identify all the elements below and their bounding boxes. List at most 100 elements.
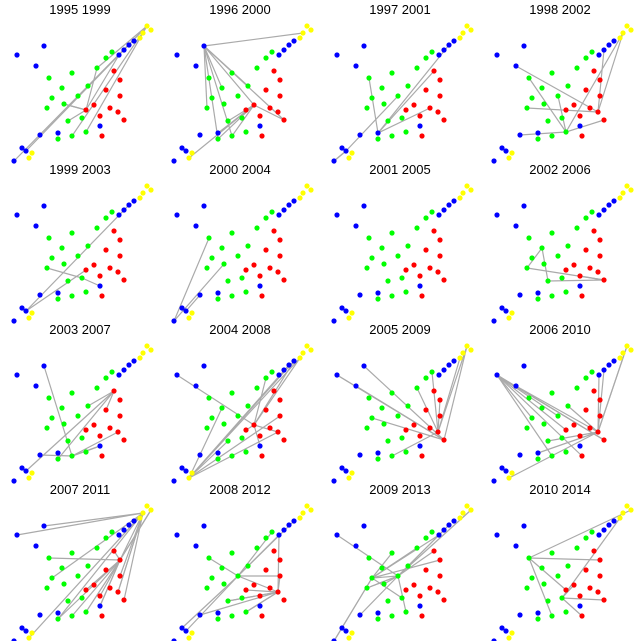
node xyxy=(541,261,547,267)
node xyxy=(529,255,535,261)
node xyxy=(103,55,109,61)
edge xyxy=(526,267,605,281)
node xyxy=(103,567,109,573)
node xyxy=(140,350,146,356)
node xyxy=(215,450,221,456)
node xyxy=(494,212,500,218)
node xyxy=(276,212,282,218)
node xyxy=(94,225,100,231)
edge xyxy=(203,45,219,140)
node xyxy=(117,237,123,243)
node xyxy=(243,289,249,295)
panel: 2005 2009 xyxy=(331,322,474,484)
node xyxy=(179,465,185,471)
node xyxy=(460,190,466,196)
node xyxy=(451,358,457,364)
node xyxy=(271,548,277,554)
node xyxy=(116,52,122,58)
node xyxy=(103,215,109,221)
node xyxy=(611,358,617,364)
node xyxy=(601,367,607,373)
node xyxy=(14,212,20,218)
node xyxy=(55,136,61,142)
node xyxy=(55,296,61,302)
node xyxy=(55,130,61,136)
node xyxy=(267,265,273,271)
node xyxy=(597,397,603,403)
node xyxy=(539,405,545,411)
node xyxy=(579,293,585,299)
node xyxy=(375,456,381,462)
node xyxy=(441,207,447,213)
node xyxy=(591,68,597,74)
node xyxy=(379,245,385,251)
node xyxy=(65,438,71,444)
node xyxy=(19,625,25,631)
node xyxy=(304,503,310,509)
node xyxy=(521,43,527,49)
node xyxy=(364,105,370,111)
node xyxy=(269,49,275,55)
node xyxy=(403,427,409,433)
node xyxy=(308,347,314,353)
node xyxy=(559,115,565,121)
edge xyxy=(557,95,567,133)
node xyxy=(601,527,607,533)
node xyxy=(29,630,35,636)
panel-title: 2007 2011 xyxy=(50,482,111,497)
node xyxy=(364,265,370,271)
node xyxy=(617,515,623,521)
node xyxy=(33,543,39,549)
node xyxy=(545,438,551,444)
node xyxy=(375,290,381,296)
node xyxy=(97,603,103,609)
node xyxy=(257,603,263,609)
node xyxy=(179,625,185,631)
node xyxy=(563,107,569,113)
node xyxy=(571,582,577,588)
node xyxy=(99,293,105,299)
node xyxy=(46,555,52,561)
node xyxy=(427,585,433,591)
node xyxy=(403,609,409,615)
node xyxy=(91,422,97,428)
node xyxy=(526,395,532,401)
edge xyxy=(81,277,101,287)
node xyxy=(286,522,292,528)
node xyxy=(245,403,251,409)
node xyxy=(269,369,275,375)
node xyxy=(65,118,71,124)
edge xyxy=(597,32,624,113)
node xyxy=(55,616,61,622)
node xyxy=(375,450,381,456)
node xyxy=(389,70,395,76)
node xyxy=(583,55,589,61)
node xyxy=(628,187,634,193)
node xyxy=(186,155,192,161)
node xyxy=(436,372,442,378)
panel: 2009 2013 xyxy=(331,482,474,641)
node xyxy=(339,465,345,471)
node xyxy=(595,109,601,115)
panel: 2001 2005 xyxy=(331,162,474,324)
edge xyxy=(203,45,255,106)
node xyxy=(85,563,91,569)
panel-title: 2008 2012 xyxy=(209,482,270,497)
edge xyxy=(359,575,399,616)
edge xyxy=(85,54,120,111)
node xyxy=(565,563,571,569)
node xyxy=(235,93,241,99)
node xyxy=(140,510,146,516)
node xyxy=(126,362,132,368)
edge xyxy=(277,534,280,593)
node xyxy=(46,235,52,241)
node xyxy=(245,243,251,249)
node xyxy=(107,265,113,271)
node xyxy=(83,267,89,273)
node xyxy=(115,429,121,435)
node xyxy=(563,129,569,135)
node xyxy=(417,113,423,119)
node xyxy=(389,613,395,619)
node xyxy=(563,427,569,433)
